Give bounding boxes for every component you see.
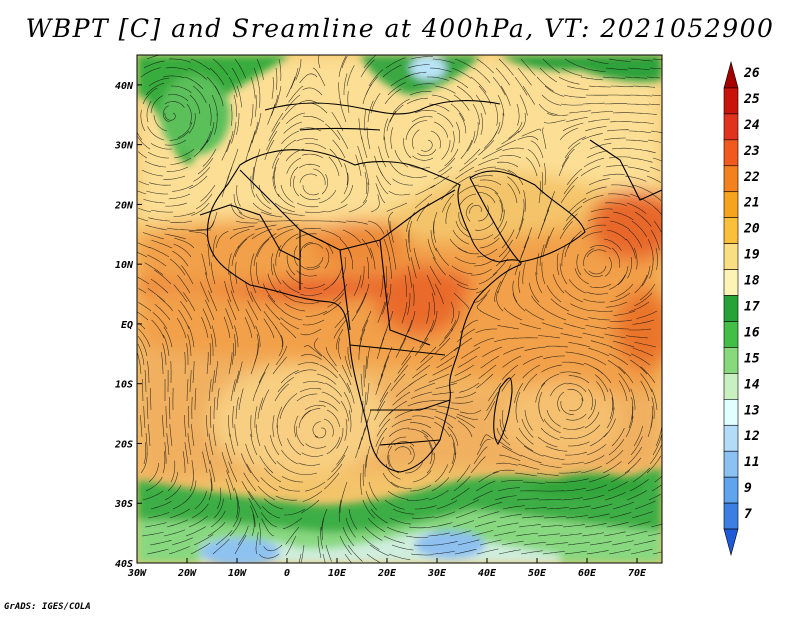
colorbar-swatch <box>723 113 739 141</box>
colorbar-swatch <box>723 87 739 115</box>
colorbar-label: 24 <box>743 118 760 133</box>
lon-tick-label: 50E <box>528 568 547 579</box>
lat-tick-label: 10N <box>115 260 134 271</box>
lat-tick-label: 30N <box>114 141 134 152</box>
lon-tick-label: 60E <box>578 568 597 579</box>
lon-tick-label: 70E <box>628 568 647 579</box>
colorbar-swatch <box>723 60 739 89</box>
lat-tick-label: 40S <box>115 559 133 570</box>
colorbar-label: 21 <box>743 196 760 211</box>
lon-tick-label: 10E <box>328 568 347 579</box>
lat-tick-label: EQ <box>121 320 133 331</box>
lon-tick-label: 20E <box>377 568 397 579</box>
colorbar-label: 17 <box>744 300 760 315</box>
colorbar-label: 25 <box>743 92 760 107</box>
temperature-shading <box>137 55 662 563</box>
colorbar-swatch <box>723 139 739 167</box>
colorbar-label: 26 <box>743 66 760 81</box>
lat-tick-label: 20N <box>114 200 134 211</box>
lon-tick-label: 40E <box>478 568 497 579</box>
colorbar-swatch <box>723 321 739 348</box>
colorbar-swatch <box>723 399 739 426</box>
colorbar-swatch <box>723 424 739 452</box>
colorbar-swatch <box>723 502 739 530</box>
map-frame <box>136 54 663 564</box>
colorbar-label: 13 <box>744 403 760 418</box>
country-boundaries <box>199 100 662 473</box>
colorbar-label: 22 <box>743 170 760 185</box>
colorbar-label: 14 <box>744 377 760 392</box>
lon-tick-label: 0 <box>284 568 290 579</box>
colorbar-swatch <box>723 269 739 296</box>
lat-tick-label: 20S <box>114 439 133 450</box>
colorbar-swatch <box>723 243 739 270</box>
colorbar-label: 16 <box>744 325 760 340</box>
map-panel[interactable] <box>137 55 680 566</box>
lat-tick-label: 10S <box>115 380 133 391</box>
colorbar-swatch <box>723 347 739 374</box>
lon-tick-label: 30E <box>427 568 447 579</box>
colorbar-label: 19 <box>744 248 760 263</box>
colorbar-label: 12 <box>744 429 760 444</box>
lat-tick-label: 30S <box>114 499 133 510</box>
colorbar-swatch <box>723 191 739 218</box>
axis-ticks: 30W 20W 10W 0 10E 20E 30E 40E 50E 60E 70E 40N 30N 20N… <box>114 81 647 579</box>
streamline-layer <box>137 55 662 563</box>
colorbar-swatch <box>723 528 739 557</box>
colorbar-swatch <box>723 450 739 478</box>
colorbar-swatch <box>723 295 739 322</box>
colorbar-label: 23 <box>743 144 760 159</box>
streamlines <box>137 55 662 563</box>
colorbar-label: 15 <box>744 351 760 366</box>
colorbar-label: 11 <box>744 455 760 470</box>
colorbar-swatch <box>723 373 739 400</box>
colorbar-swatch <box>723 476 739 504</box>
colorbar: 26 25 24 23 22 21 20 19 18 17 16 15 14 13 12 11 9 7 <box>723 60 760 557</box>
colorbar-label: 18 <box>744 274 760 289</box>
lon-tick-label: 20W <box>177 568 197 579</box>
lon-tick-label: 10W <box>228 568 247 579</box>
colorbar-label: 7 <box>744 507 752 522</box>
colorbar-swatch <box>723 217 739 244</box>
colorbar-swatch <box>723 165 739 193</box>
lat-tick-label: 40N <box>115 81 134 92</box>
colorbar-label: 20 <box>743 222 760 237</box>
figure-title: WBPT [C] and Sreamline at 400hPa, VT: 20… <box>25 14 775 43</box>
colorbar-label: 9 <box>744 481 752 496</box>
lon-tick-label: 30W <box>127 568 147 579</box>
grads-credit: GrADS: IGES/COLA <box>4 602 91 612</box>
